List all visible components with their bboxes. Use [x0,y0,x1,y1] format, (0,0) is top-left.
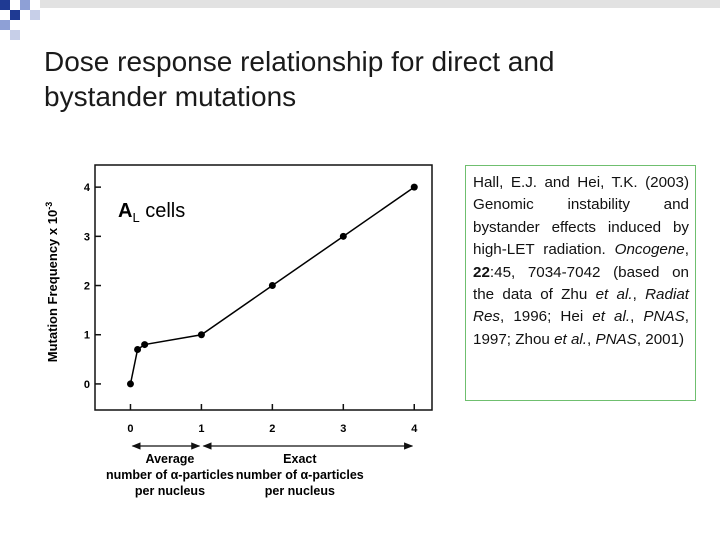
citation-run: PNAS [643,308,685,326]
data-point [126,380,134,388]
citation-run: , [630,308,644,326]
x-tick-label: 0 [127,423,133,435]
y-label-exponent: -3 [44,202,54,210]
data-point [410,183,418,191]
data-point [134,345,142,353]
citation-run: et al. [554,330,587,348]
group-label: number of α-particles [106,468,234,482]
plot-frame [94,164,433,411]
corner-decoration [0,0,720,40]
annotation: AL cells [118,200,185,225]
citation-run: PNAS [595,330,637,348]
citation-run: , [632,286,646,304]
x-tick-label: 4 [411,423,418,435]
data-point [141,341,149,349]
data-point [268,282,276,290]
data-point [339,232,347,240]
annotation-subscript: L [132,210,139,225]
y-label-text: Mutation Frequency x 10 [45,210,60,362]
citation-run: , 1997; Zhou [473,308,689,348]
citation-run: et al. [592,308,631,326]
y-tick-label: 4 [84,182,91,194]
y-tick-label: 2 [84,281,90,293]
group-label: number of α-particles [236,468,364,482]
title-line: bystander mutations [44,81,297,112]
citation-run: 22 [473,263,490,281]
x-tick-label: 1 [198,423,204,435]
citation-run: , [587,330,596,348]
citation-run: , [684,241,689,259]
annotation-rest: cells [140,200,186,222]
y-axis-label: Mutation Frequency x 10-3 [44,202,60,362]
group-label: per nucleus [135,484,205,498]
group-label: per nucleus [265,484,335,498]
citation-run: Oncogene [614,241,685,259]
y-tick-label: 1 [84,330,90,342]
data-point [197,331,205,339]
citation-run: Radiat Res [473,286,689,326]
y-tick-label: 0 [84,379,90,391]
citation-run: , 1996; Hei [500,308,593,326]
citation-run: , 2001) [636,330,685,348]
slide-title: Dose response relationship for direct an… [44,44,555,114]
x-tick-label: 3 [340,423,346,435]
y-tick-label: 3 [84,231,90,243]
citation-run: et al. [595,286,633,304]
group-label: Exact [283,452,317,466]
annotation-main: A [118,200,132,222]
title-line: Dose response relationship for direct an… [44,46,555,77]
citation-run: :45, 7034-7042 (based on the data of Zhu [473,263,689,304]
citation-box: Hall, E.J. and Hei, T.K. (2003) Genomic … [465,165,696,401]
citation-run: Hall, E.J. and Hei, T.K. (2003) Genomic … [473,174,689,259]
group-label: Average [146,452,195,466]
x-tick-label: 2 [269,423,275,435]
